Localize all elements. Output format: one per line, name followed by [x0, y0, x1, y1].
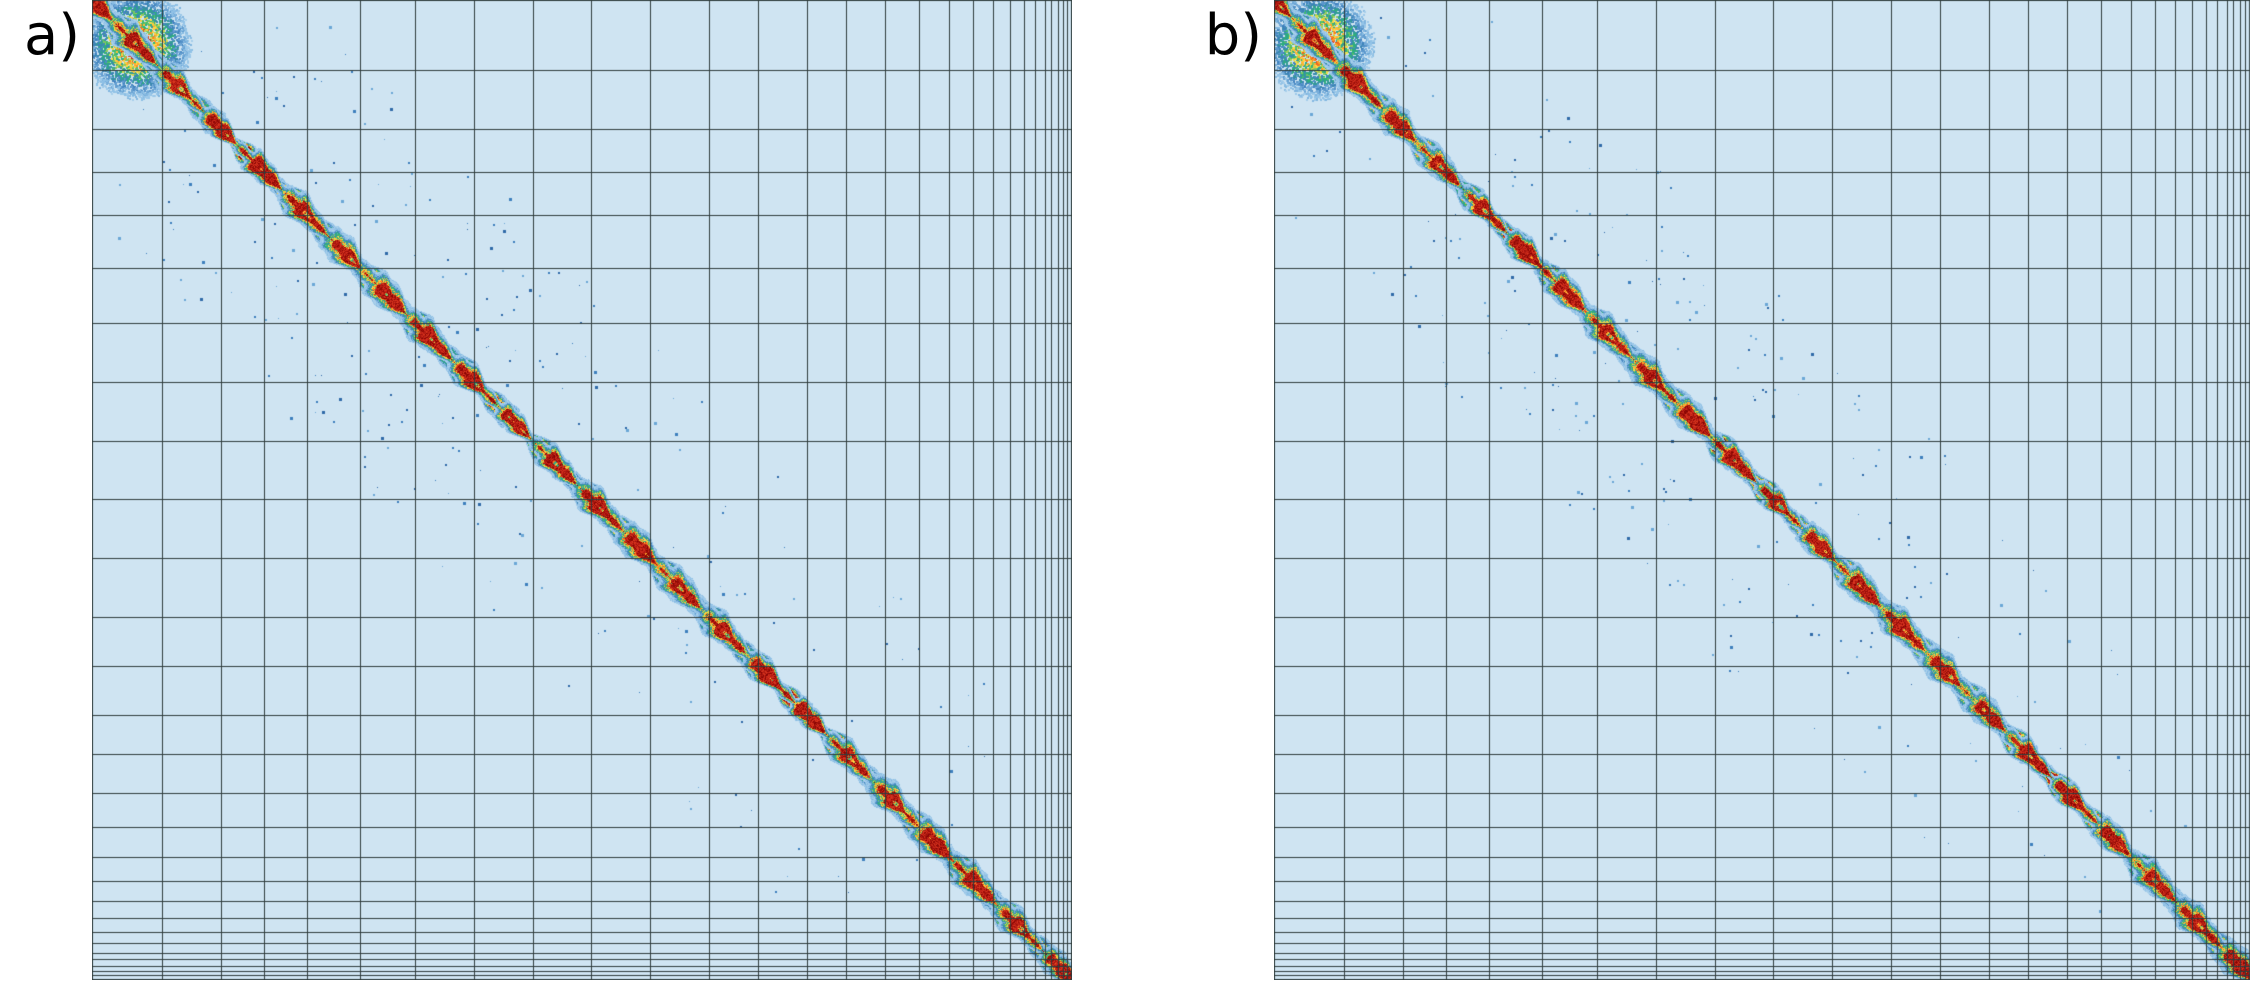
figure-row: a) b) — [0, 0, 2250, 1000]
panel-a-heatmap-wrap — [92, 0, 1072, 980]
panel-b-label: b) — [1182, 0, 1274, 64]
panel-a-label: a) — [0, 0, 92, 64]
panel-b: b) — [1182, 0, 2250, 980]
panel-a: a) — [0, 0, 1072, 980]
panel-a-heatmap — [92, 0, 1072, 980]
panel-b-heatmap — [1274, 0, 2250, 980]
panel-b-heatmap-wrap — [1274, 0, 2250, 980]
